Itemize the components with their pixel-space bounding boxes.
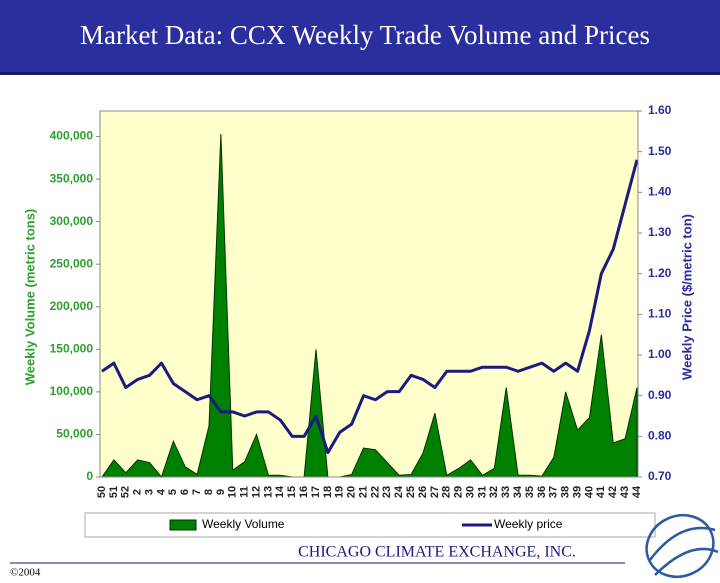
x-tick-label: 12: [250, 486, 262, 498]
x-tick-label: 40: [583, 486, 595, 498]
y2-tick-label: 1.20: [648, 266, 672, 280]
y-tick-label: 0: [86, 469, 93, 483]
x-tick-label: 39: [571, 486, 583, 498]
x-tick-label: 27: [429, 486, 441, 498]
y-tick-label: 250,000: [50, 256, 94, 270]
y-axis-label: Weekly Volume (metric tons): [22, 209, 37, 386]
x-tick-label: 29: [453, 486, 465, 498]
y2-tick-label: 1.50: [648, 144, 672, 158]
x-tick-label: 44: [631, 485, 643, 498]
x-tick-label: 5: [167, 489, 179, 495]
legend-label: Weekly Volume: [202, 517, 285, 531]
x-tick-label: 34: [512, 485, 524, 498]
volume-area: [101, 133, 638, 479]
legend-label: Weekly price: [494, 517, 563, 531]
y-tick-label: 100,000: [50, 384, 94, 398]
slide-title: Market Data: CCX Weekly Trade Volume and…: [80, 20, 650, 50]
plot-frame: [99, 110, 639, 478]
x-tick-label: 20: [346, 486, 358, 498]
x-tick-label: 43: [619, 486, 631, 498]
y2-tick-label: 1.10: [648, 307, 672, 321]
x-tick-label: 24: [393, 485, 405, 498]
y2-tick-label: 0.90: [648, 388, 672, 402]
logo: [645, 513, 719, 579]
legend-swatch: [169, 519, 197, 531]
x-tick-label: 30: [464, 486, 476, 498]
x-tick-label: 37: [548, 486, 560, 498]
y-tick-label: 350,000: [50, 171, 94, 185]
y2-tick-label: 0.70: [648, 469, 672, 483]
plot-area: [100, 111, 638, 477]
x-tick-label: 41: [595, 486, 607, 498]
x-tick-label: 3: [143, 489, 155, 495]
footer: CHICAGO CLIMATE EXCHANGE, INC.: [298, 544, 576, 561]
x-tick-label: 18: [322, 486, 334, 498]
y2-tick-label: 1.40: [648, 185, 672, 199]
x-tick-label: 4: [155, 488, 167, 495]
x-tick-label: 9: [215, 489, 227, 495]
price-line: [101, 159, 639, 455]
x-tick-label: 51: [108, 486, 120, 498]
y2-tick-label: 0.80: [648, 429, 672, 443]
y-tick-label: 300,000: [50, 214, 94, 228]
x-tick-label: 36: [536, 486, 548, 498]
x-tick-label: 15: [286, 486, 298, 498]
x-tick-label: 21: [357, 486, 369, 498]
y2-tick-label: 1.00: [648, 347, 672, 361]
x-tick-label: 2: [132, 489, 144, 495]
y2-tick-label: 1.60: [648, 103, 672, 117]
x-tick-label: 7: [191, 489, 203, 495]
x-tick-label: 38: [560, 486, 572, 498]
x-tick-label: 19: [334, 486, 346, 498]
y2-tick-label: 1.30: [648, 225, 672, 239]
x-tick-label: 31: [476, 486, 488, 498]
x-tick-label: 28: [441, 486, 453, 498]
y-tick-label: 400,000: [50, 129, 94, 143]
x-tick-label: 10: [227, 486, 239, 498]
y-tick-label: 50,000: [56, 427, 93, 441]
x-tick-label: 26: [417, 486, 429, 498]
x-tick-label: 13: [262, 486, 274, 498]
y-tick-label: 200,000: [50, 299, 94, 313]
x-tick-label: 14: [274, 485, 286, 498]
title-bar: [0, 0, 720, 72]
x-tick-label: 33: [500, 486, 512, 498]
x-tick-label: 17: [310, 486, 322, 498]
x-tick-label: 42: [607, 486, 619, 498]
x-tick-label: 22: [369, 486, 381, 498]
x-tick-label: 6: [179, 489, 191, 495]
y-tick-label: 150,000: [50, 341, 94, 355]
x-tick-label: 32: [488, 486, 500, 498]
y2-axis-label: Weekly Price ($/metric ton): [679, 214, 694, 380]
x-tick-label: 8: [203, 489, 215, 495]
x-tick-label: 16: [298, 486, 310, 498]
x-tick-label: 52: [120, 486, 132, 498]
x-tick-label: 23: [381, 486, 393, 498]
title-rule: [0, 72, 720, 75]
x-tick-label: 25: [405, 486, 417, 498]
x-tick-label: 35: [524, 486, 536, 498]
x-tick-label: 50: [96, 486, 108, 498]
x-tick-label: 11: [239, 486, 251, 498]
copyright: ©2004: [10, 567, 41, 579]
